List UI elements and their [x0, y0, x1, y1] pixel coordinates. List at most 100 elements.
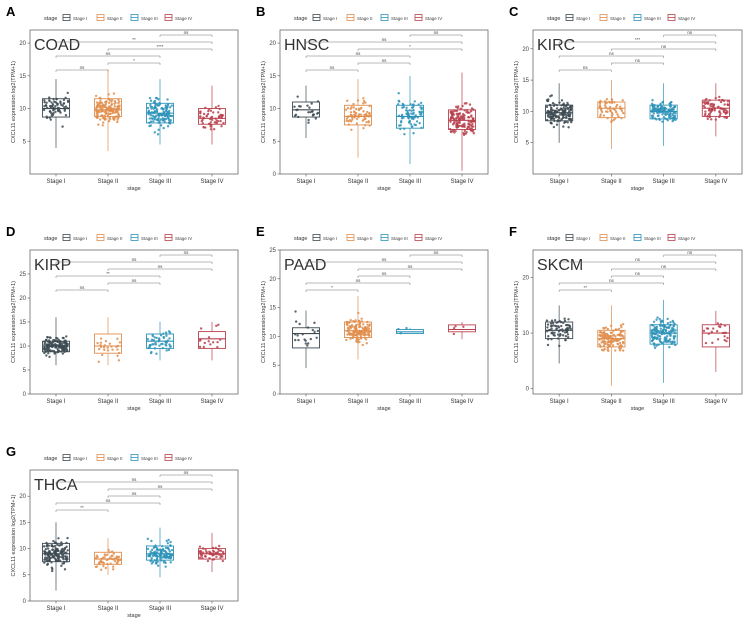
data-point: [153, 336, 156, 339]
data-point: [363, 124, 367, 127]
data-point: [566, 106, 570, 110]
data-point: [99, 97, 102, 100]
data-point: [309, 110, 312, 114]
data-point: [362, 328, 365, 331]
data-point: [108, 117, 112, 121]
data-point: [151, 552, 155, 555]
data-point: [154, 341, 157, 345]
data-point: [357, 338, 360, 341]
data-point: [112, 118, 115, 121]
data-point: [168, 106, 172, 109]
significance-bracket: [611, 268, 717, 271]
data-point: [672, 324, 676, 328]
data-point: [146, 106, 150, 110]
data-point: [667, 108, 670, 112]
data-point: [610, 100, 614, 103]
data-point: [657, 343, 660, 346]
data-point: [66, 536, 69, 540]
y-tick-label: 15: [19, 320, 26, 326]
data-point: [661, 101, 664, 104]
data-point: [656, 104, 660, 108]
data-point: [355, 327, 358, 331]
data-point: [661, 329, 665, 332]
data-point: [702, 101, 705, 104]
data-point: [98, 118, 102, 121]
y-tick-label: 15: [269, 306, 276, 312]
panel-letter: D: [6, 224, 15, 239]
data-point: [397, 99, 400, 102]
data-point: [653, 106, 656, 110]
data-point: [102, 103, 105, 106]
data-point: [306, 344, 309, 347]
data-point: [117, 98, 120, 101]
data-point: [111, 565, 115, 568]
box-iqr: [146, 545, 174, 561]
data-point: [59, 101, 62, 105]
data-point: [212, 128, 216, 131]
data-point: [64, 555, 67, 558]
data-point: [63, 560, 66, 564]
data-point: [63, 339, 66, 342]
data-point: [410, 106, 414, 109]
data-point: [355, 117, 359, 121]
data-point: [207, 340, 210, 343]
data-point: [449, 110, 453, 113]
data-point: [362, 97, 365, 100]
data-point: [662, 106, 666, 109]
data-point: [65, 349, 69, 352]
box-iqr: [448, 324, 476, 333]
data-point: [608, 108, 612, 111]
data-point: [656, 316, 659, 319]
data-point: [466, 111, 469, 114]
data-point: [660, 319, 664, 322]
legend-label: Stage III: [141, 236, 158, 241]
data-point: [218, 107, 221, 111]
data-point: [62, 98, 66, 102]
data-point: [45, 116, 49, 120]
data-point: [656, 334, 660, 337]
data-point: [150, 350, 153, 354]
data-point: [458, 118, 461, 121]
data-point: [602, 114, 606, 117]
data-point: [206, 559, 210, 563]
data-point: [161, 113, 164, 116]
plot-frame: [29, 249, 239, 395]
data-point: [63, 551, 66, 555]
legend-label: Stage II: [357, 236, 373, 241]
data-point: [165, 539, 168, 543]
data-point: [608, 335, 611, 338]
data-point: [725, 116, 729, 119]
data-point: [621, 330, 625, 333]
data-point: [609, 324, 613, 328]
data-point: [564, 120, 567, 124]
data-point: [414, 114, 417, 117]
data-point: [51, 569, 54, 573]
data-point: [162, 107, 165, 111]
data-point: [202, 112, 206, 116]
legend-label: Stage I: [73, 456, 87, 461]
data-point: [53, 541, 57, 545]
data-point: [669, 330, 673, 333]
data-point: [606, 346, 610, 350]
data-point: [368, 330, 372, 333]
data-point: [674, 343, 677, 347]
data-point: [399, 127, 402, 131]
data-point: [102, 121, 105, 124]
data-point: [363, 113, 366, 117]
data-point: [449, 120, 452, 124]
data-point: [719, 106, 723, 110]
data-point: [201, 547, 205, 550]
data-point: [352, 102, 355, 106]
data-point: [162, 336, 166, 340]
data-point: [622, 111, 625, 115]
y-tick-label: 10: [522, 331, 529, 337]
data-point: [659, 103, 662, 107]
data-point: [620, 345, 624, 348]
data-point: [667, 113, 671, 117]
data-point: [99, 107, 102, 111]
x-tick-label: Stage I: [46, 399, 65, 405]
significance-bracket: [159, 34, 213, 37]
data-point: [65, 541, 68, 545]
chart-title: PAAD: [284, 257, 326, 274]
